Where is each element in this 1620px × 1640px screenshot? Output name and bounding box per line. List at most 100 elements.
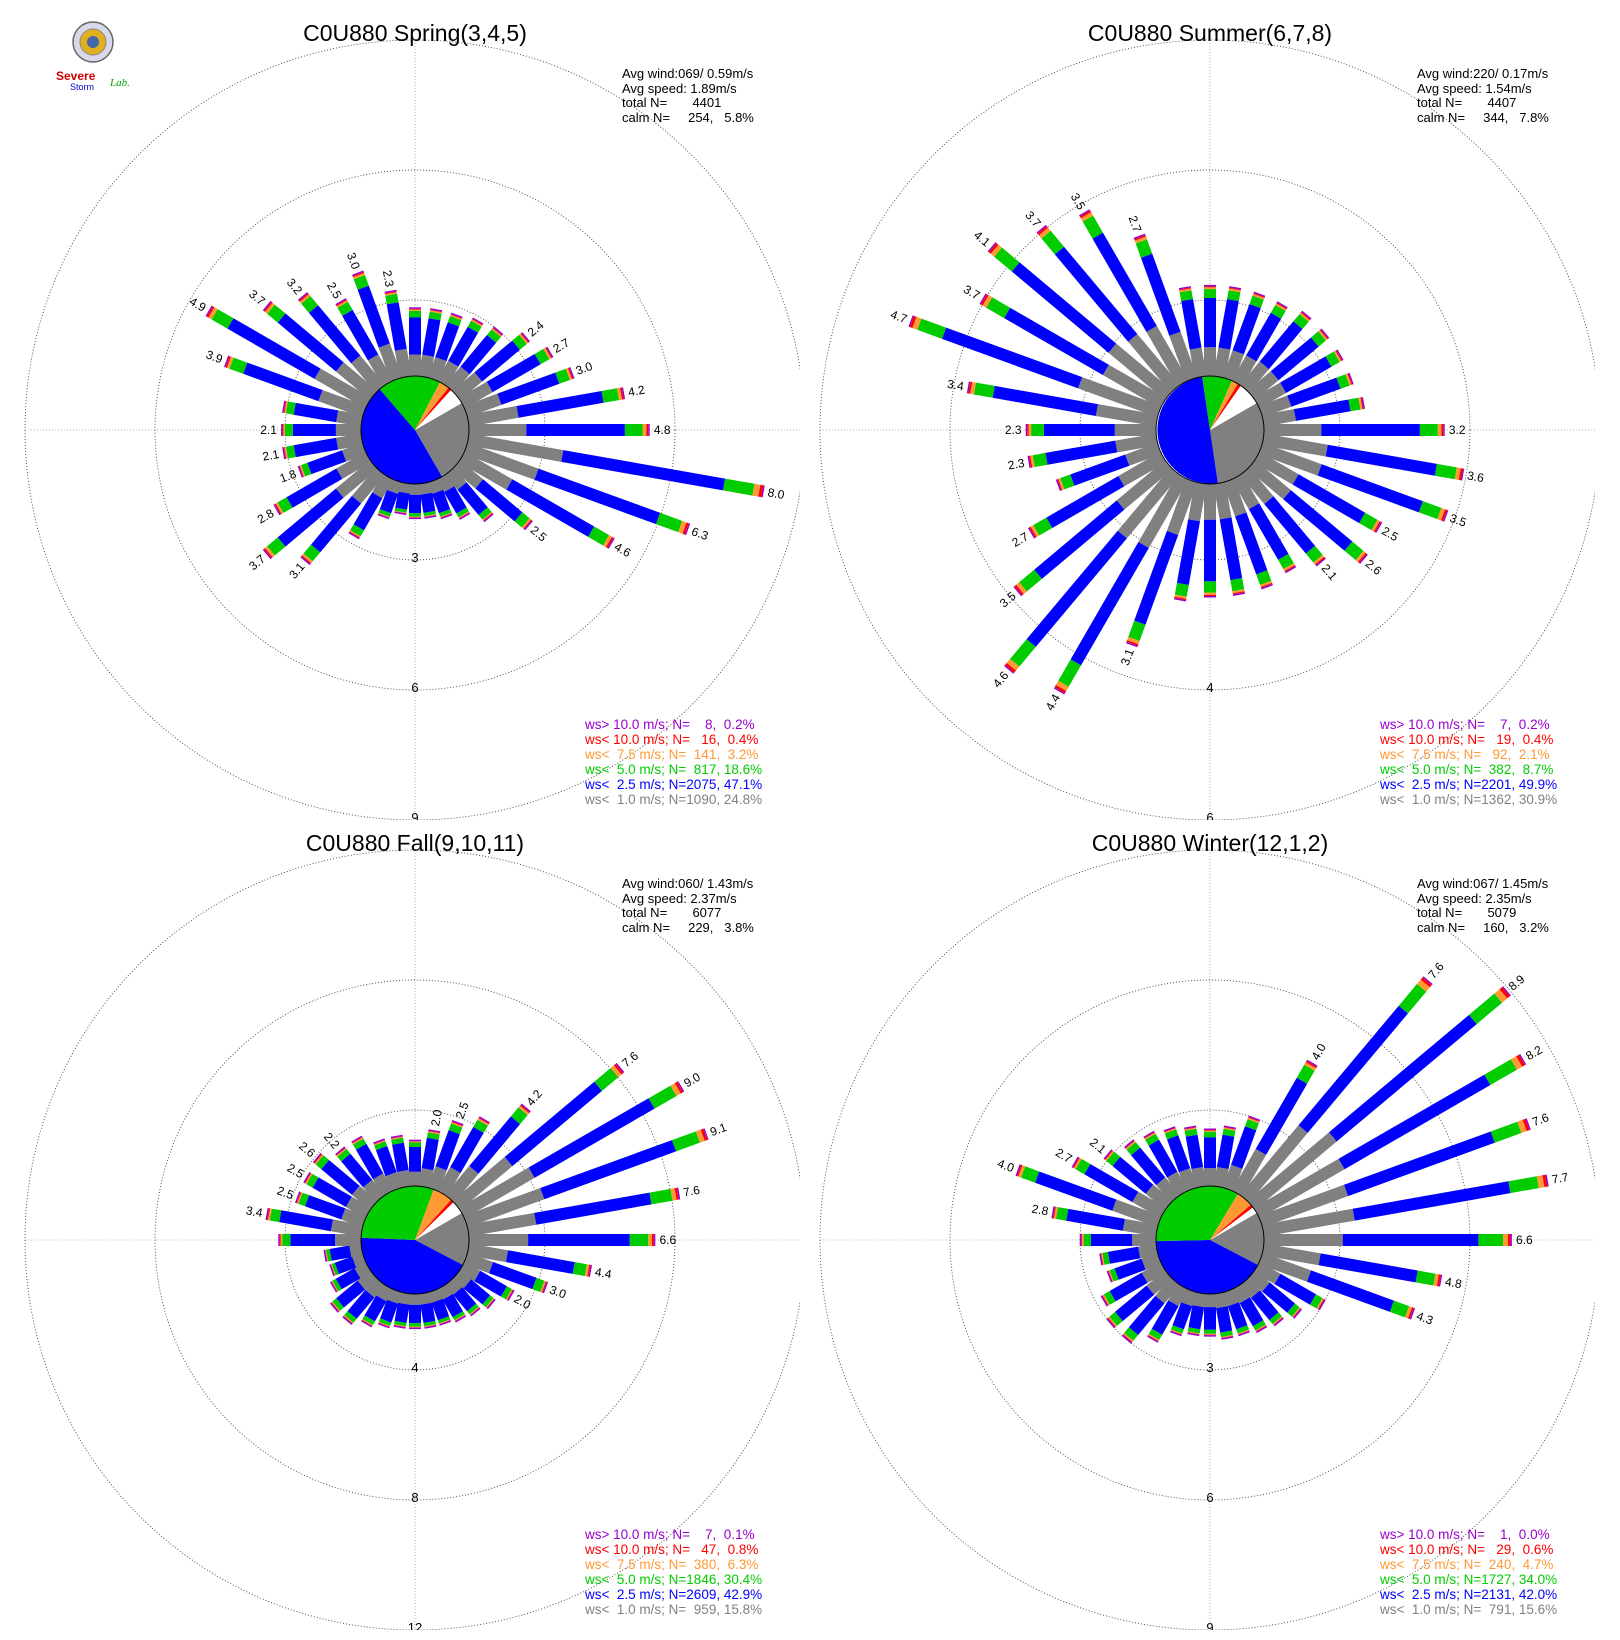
bar-value-label: 4.6: [612, 540, 634, 561]
bar-band-lt5: [344, 1311, 357, 1323]
bar-band-lt7_5: [284, 446, 288, 459]
bar-band-lt10: [1276, 302, 1287, 310]
bar-band-lt5: [1148, 1328, 1163, 1340]
hub-outline: [1155, 1185, 1265, 1295]
bar-cap-gt10: [1409, 1307, 1416, 1320]
avg-speed: Avg speed: 2.35m/s: [1417, 890, 1532, 906]
legend-row-lt10: ws< 10.0 m/s; N= 47, 0.8%: [585, 1542, 759, 1557]
bar-band-lt2_5: [1026, 530, 1127, 647]
bar-band-lt1: [463, 393, 502, 418]
legend-row-gt10: ws> 10.0 m/s; N= 8, 0.2%: [585, 717, 755, 732]
bar-band-lt10: [361, 1319, 373, 1327]
hub-pie-calm: [1210, 385, 1257, 430]
bar-band-lt7_5: [458, 511, 470, 519]
bar-band-lt1: [1253, 1261, 1281, 1285]
bar-band-lt5: [1128, 620, 1146, 641]
legend-row-lt10: ws< 10.0 m/s; N= 29, 0.6%: [1380, 1542, 1554, 1557]
bar-band-lt2_5: [335, 1268, 361, 1290]
bar-band-lt10: [1052, 1206, 1056, 1219]
bar-band-lt1: [418, 482, 433, 495]
bar-band-lt7_5: [1179, 288, 1192, 293]
bar-value-label: 3.7: [246, 552, 268, 574]
bar-band-lt2_5: [1329, 1014, 1477, 1142]
bar-band-lt5: [337, 301, 353, 316]
bar-band-lt1: [335, 460, 378, 498]
bar-band-lt2_5: [1283, 490, 1353, 551]
bar-cap-gt10: [451, 1120, 464, 1126]
bar-band-lt7_5: [1355, 550, 1366, 562]
hub-pie-lt1: [415, 1213, 470, 1265]
bar-band-lt2_5: [1246, 312, 1282, 362]
bar-band-lt1: [1156, 1177, 1180, 1203]
bar-band-lt7_5: [331, 1280, 339, 1292]
bar-cap-gt10: [1051, 1206, 1055, 1219]
bar-band-lt7_5: [409, 1141, 421, 1143]
bar-band-lt7_5: [409, 516, 421, 518]
bar-band-lt10: [1204, 286, 1216, 288]
bar-band-lt7_5: [485, 1298, 495, 1308]
legend-row-lt5: ws< 5.0 m/s; N= 817, 18.6%: [585, 762, 763, 777]
bar-value-label: 3.9: [204, 347, 225, 366]
bar-band-lt5: [1418, 501, 1442, 520]
bar-band-lt7_5: [1016, 582, 1027, 594]
bar-value-label: 4.7: [889, 307, 910, 326]
bar-band-lt5: [1055, 1207, 1069, 1221]
legend-row-gt10: ws> 10.0 m/s; N= 7, 0.1%: [585, 1527, 755, 1542]
bar-band-lt1: [458, 1261, 481, 1282]
ring: [24, 39, 800, 820]
bar-band-lt5: [452, 1311, 465, 1321]
bar-band-lt2_5: [1185, 1134, 1204, 1169]
bar-band-lt10: [483, 512, 493, 521]
ring-label: 12: [408, 1620, 422, 1630]
bar-band-lt1: [341, 1208, 367, 1228]
bar-band-lt1: [452, 372, 483, 400]
bar-value-label: 2.1: [1319, 561, 1341, 583]
bar-band-lt2_5: [528, 1234, 630, 1246]
bar-cap-gt10: [300, 556, 311, 565]
bar-band-lt1: [469, 424, 527, 436]
bar-cap-gt10: [351, 1135, 363, 1143]
bar-cap-gt10: [1143, 1130, 1155, 1138]
bar-cap-gt10: [1126, 641, 1138, 648]
bar-band-lt10: [1223, 1127, 1236, 1130]
bar-band-lt7_5: [565, 368, 572, 380]
hub-pie-lt10: [415, 387, 452, 430]
bar-cap-gt10: [1253, 291, 1266, 298]
bar-band-lt5: [423, 510, 436, 517]
bar-cap-gt10: [262, 548, 272, 560]
bar-band-lt2_5: [1317, 464, 1423, 513]
bar-band-lt10: [1029, 526, 1037, 538]
bar-band-lt5: [1145, 1133, 1159, 1146]
bar-band-lt10: [682, 522, 689, 535]
bar-band-lt10: [1228, 287, 1241, 291]
bar-band-lt5: [282, 1234, 291, 1246]
logo-text-storm: Storm: [70, 82, 94, 90]
bar-cap-gt10: [524, 520, 533, 531]
bar-band-lt5: [1010, 639, 1036, 667]
bar-band-lt1: [351, 467, 385, 504]
bar-band-lt2_5: [1148, 1139, 1178, 1178]
bar-band-lt5: [332, 1278, 342, 1292]
bar-band-lt7_5: [518, 1105, 530, 1116]
bar-band-lt10: [1125, 1140, 1135, 1149]
bar-band-lt10: [349, 531, 360, 538]
severe-storm-lab-logo: Severe Storm Lab.: [50, 20, 150, 92]
bar-band-lt2_5: [1070, 454, 1130, 486]
ring-label: 8: [411, 1490, 418, 1505]
bar-band-lt2_5: [506, 479, 595, 537]
bar-cap-gt10: [1027, 455, 1031, 468]
bar-band-lt2_5: [1109, 1272, 1148, 1302]
bar-band-lt2_5: [409, 1304, 421, 1324]
bar-band-lt2_5: [469, 1116, 521, 1174]
bar-band-lt5: [267, 537, 286, 556]
bar-cap-gt10: [1301, 310, 1312, 320]
bar-band-lt2_5: [1204, 1307, 1216, 1330]
bar-cap-gt10: [1099, 1253, 1103, 1266]
bar-band-lt2_5: [342, 309, 379, 361]
bar-band-lt2_5: [474, 1270, 507, 1297]
bar-band-lt2_5: [421, 1137, 439, 1171]
bar-band-lt5: [1124, 1327, 1139, 1341]
bar-band-lt1: [318, 390, 367, 418]
hub-pie-lt2_5: [1156, 1240, 1258, 1295]
bar-cap-gt10: [1055, 479, 1062, 491]
